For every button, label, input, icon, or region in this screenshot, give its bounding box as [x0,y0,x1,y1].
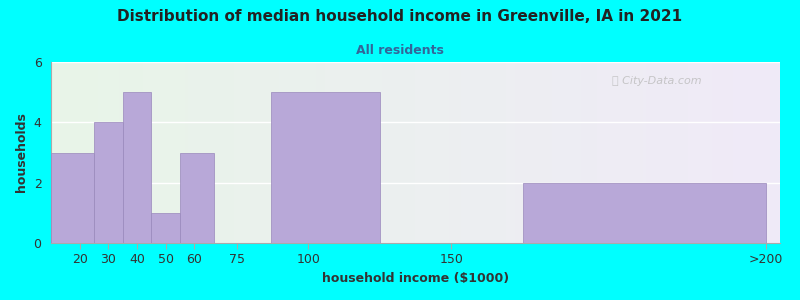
X-axis label: household income ($1000): household income ($1000) [322,272,509,285]
Bar [180,152,214,243]
Y-axis label: households: households [15,112,28,193]
Bar [271,92,380,243]
Text: Distribution of median household income in Greenville, IA in 2021: Distribution of median household income … [118,9,682,24]
Bar [522,183,766,243]
Bar [151,213,180,243]
Text: All residents: All residents [356,44,444,56]
Bar [94,122,122,243]
Bar [51,152,94,243]
Bar [122,92,151,243]
Text: ⓘ City-Data.com: ⓘ City-Data.com [612,76,702,86]
